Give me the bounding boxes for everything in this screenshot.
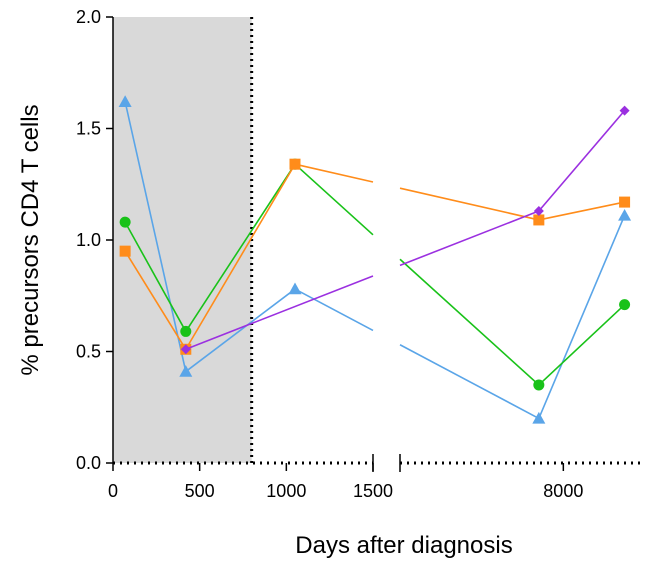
series-layer: [118, 95, 632, 424]
data-point-square: [533, 214, 545, 226]
x-tick-label: 0: [108, 481, 118, 501]
data-point-triangle: [118, 95, 132, 107]
y-tick-label: 1.5: [76, 119, 101, 139]
data-point-square: [619, 196, 631, 208]
data-point-diamond: [619, 105, 630, 116]
data-point-circle: [533, 379, 545, 391]
shaded-region: [113, 17, 252, 463]
series-line-segment: [185, 288, 296, 373]
series-line-segment: [124, 101, 187, 372]
series-line-segment: [294, 163, 374, 183]
series-square: [119, 158, 631, 355]
axis-layer: 0.0 0.5 1.0 1.5 2.0 0 500 1000 1500 8000: [76, 7, 645, 501]
series-line-segment: [185, 163, 296, 332]
x-tick-label: 1000: [266, 481, 306, 501]
series-line-segment: [538, 110, 626, 212]
series-line-segment: [399, 210, 540, 267]
y-tick-label: 2.0: [76, 7, 101, 27]
series-line-segment: [124, 250, 187, 350]
x-tick-label: 8000: [543, 481, 583, 501]
series-line-segment: [185, 163, 296, 350]
y-tick-label: 0.0: [76, 453, 101, 473]
data-point-triangle: [618, 208, 632, 221]
data-point-circle: [619, 299, 631, 311]
series-line-segment: [185, 275, 374, 351]
data-point-triangle: [179, 365, 193, 377]
y-tick-label: 0.5: [76, 342, 101, 362]
series-diamond: [180, 105, 630, 355]
y-tick-label: 1.0: [76, 230, 101, 250]
x-axis-title: Days after diagnosis: [295, 532, 512, 559]
background-layer: [113, 17, 254, 463]
y-axis-title: % precursors CD4 T cells: [17, 104, 44, 375]
series-line-segment: [538, 304, 626, 386]
x-tick-label: 500: [185, 481, 215, 501]
series-line-segment: [538, 215, 626, 419]
series-line-segment: [294, 288, 374, 332]
data-point-circle: [119, 216, 131, 228]
series-line-segment: [124, 221, 187, 332]
data-point-circle: [180, 325, 192, 337]
data-point-triangle: [288, 282, 302, 295]
series-triangle: [118, 95, 632, 424]
series-circle: [119, 158, 631, 391]
data-point-square: [289, 158, 301, 170]
series-line-segment: [399, 344, 540, 420]
data-point-triangle: [532, 411, 546, 424]
series-line-segment: [538, 201, 625, 221]
series-line-segment: [294, 163, 374, 236]
data-point-diamond: [533, 206, 544, 217]
x-tick-label: 1500: [353, 481, 393, 501]
series-line-segment: [399, 258, 540, 386]
series-line-segment: [399, 187, 540, 221]
data-point-diamond: [180, 344, 191, 355]
data-point-square: [119, 245, 131, 257]
